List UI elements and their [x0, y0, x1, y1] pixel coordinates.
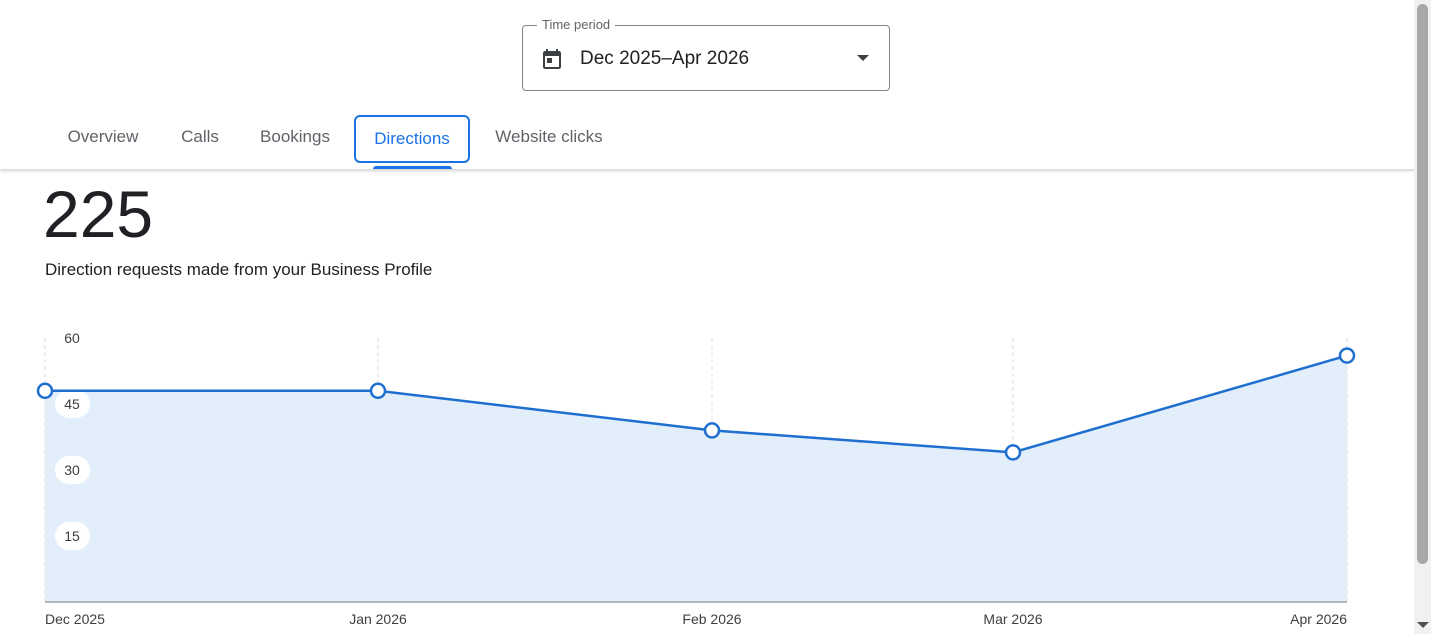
y-tick-label: 30: [64, 462, 80, 478]
data-point: [36, 382, 54, 400]
data-point: [369, 382, 387, 400]
y-tick-pill: [55, 390, 90, 418]
y-tick-pill: [55, 522, 90, 550]
time-period-label: Time period: [537, 17, 616, 33]
y-tick-label: 45: [64, 396, 80, 412]
scrollbar-thumb[interactable]: [1417, 4, 1428, 564]
directions-chart: 15 30 45 60 Dec 2025 Jan 2026 Feb 2026 Mar 2026…: [36, 330, 1356, 627]
x-tick-label: Feb 2026: [682, 611, 741, 627]
x-tick-label: Mar 2026: [983, 611, 1042, 627]
calendar-icon: [543, 49, 561, 69]
scrollbar[interactable]: [1414, 0, 1431, 634]
y-tick-label: 15: [64, 528, 80, 544]
tab-calls[interactable]: Calls: [181, 127, 219, 146]
x-tick-label: Jan 2026: [349, 611, 407, 627]
x-tick-label: Apr 2026: [1290, 611, 1347, 627]
data-point: [1338, 347, 1356, 364]
time-period-value: Dec 2025–Apr 2026: [580, 48, 750, 69]
data-point: [1004, 444, 1022, 461]
time-period-select[interactable]: Time period Dec 2025–Apr 2026: [522, 17, 890, 91]
scroll-down-arrow-icon[interactable]: [1417, 622, 1429, 628]
tab-overview[interactable]: Overview: [67, 127, 139, 146]
data-point: [703, 422, 721, 439]
tab-bookings[interactable]: Bookings: [260, 127, 330, 146]
arrow-drop-down-icon: [857, 55, 869, 61]
header: Time period Dec 2025–Apr 2026 Overview C…: [0, 0, 1424, 169]
y-tick-label: 60: [64, 330, 80, 346]
tab-directions[interactable]: Directions: [354, 115, 470, 163]
series-area: [45, 355, 1347, 602]
x-tick-label: Dec 2025: [45, 611, 105, 627]
y-tick-pill: [55, 456, 90, 484]
tab-website-clicks[interactable]: Website clicks: [495, 127, 603, 146]
active-tab-indicator: [373, 166, 452, 169]
metric-caption: Direction requests made from your Busine…: [45, 260, 433, 279]
metric-value: 225: [43, 177, 154, 251]
